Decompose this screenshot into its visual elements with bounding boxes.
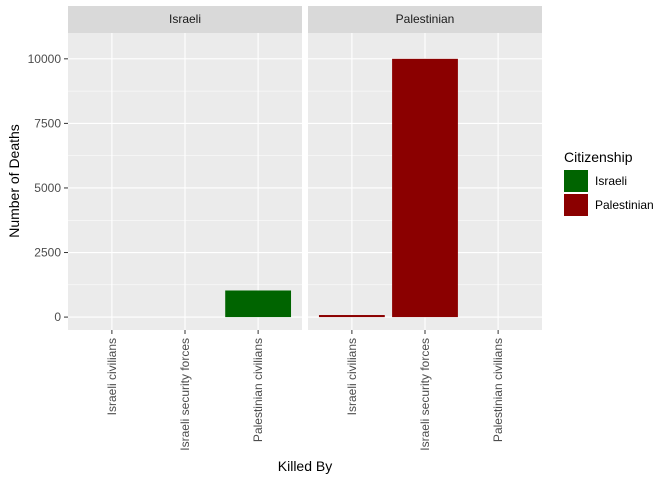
legend-items: Israeli Palestinian bbox=[564, 170, 654, 216]
facet-panel-palestinian: Palestinian Israeli civilians Israeli secu… bbox=[308, 6, 542, 451]
x-tick-label: Israeli civilians bbox=[105, 338, 119, 415]
x-tick-label: Israeli security forces bbox=[178, 338, 192, 451]
legend-label-palestinian: Palestinian bbox=[595, 198, 654, 212]
y-axis: 0 2500 5000 7500 10000 bbox=[28, 52, 68, 324]
legend: Citizenship Israeli Palestinian bbox=[564, 149, 654, 216]
facet-strip-label: Palestinian bbox=[396, 12, 455, 26]
y-tick-label: 5000 bbox=[34, 181, 61, 195]
x-axis-title: Killed By bbox=[278, 458, 332, 474]
x-tick-label: Israeli civilians bbox=[345, 338, 359, 415]
legend-title: Citizenship bbox=[564, 149, 633, 165]
y-tick-label: 2500 bbox=[34, 246, 61, 260]
x-tick-label: Palestinian civilians bbox=[491, 338, 505, 442]
facet-panel-israeli: Israeli Israeli civilians Israeli security… bbox=[68, 6, 302, 451]
legend-key-israeli bbox=[564, 170, 588, 192]
facet-panels: Israeli Israeli civilians Israeli security… bbox=[68, 6, 542, 451]
y-tick-label: 10000 bbox=[28, 52, 62, 66]
facet-strip bbox=[308, 6, 542, 33]
y-axis-title: Number of Deaths bbox=[6, 124, 22, 238]
legend-label-israeli: Israeli bbox=[595, 174, 627, 188]
x-tick-label: Palestinian civilians bbox=[251, 338, 265, 442]
x-tick-label: Israeli security forces bbox=[418, 338, 432, 451]
facet-strip-label: Israeli bbox=[169, 12, 201, 26]
y-tick-label: 7500 bbox=[34, 116, 61, 130]
facet-strip bbox=[68, 6, 302, 33]
legend-key-palestinian bbox=[564, 194, 588, 216]
bar-israeli-civilians bbox=[318, 315, 385, 318]
y-tick-label: 0 bbox=[54, 310, 61, 324]
bar-palestinian-civilians bbox=[225, 290, 292, 318]
bar-israeli-security-forces bbox=[392, 58, 458, 318]
